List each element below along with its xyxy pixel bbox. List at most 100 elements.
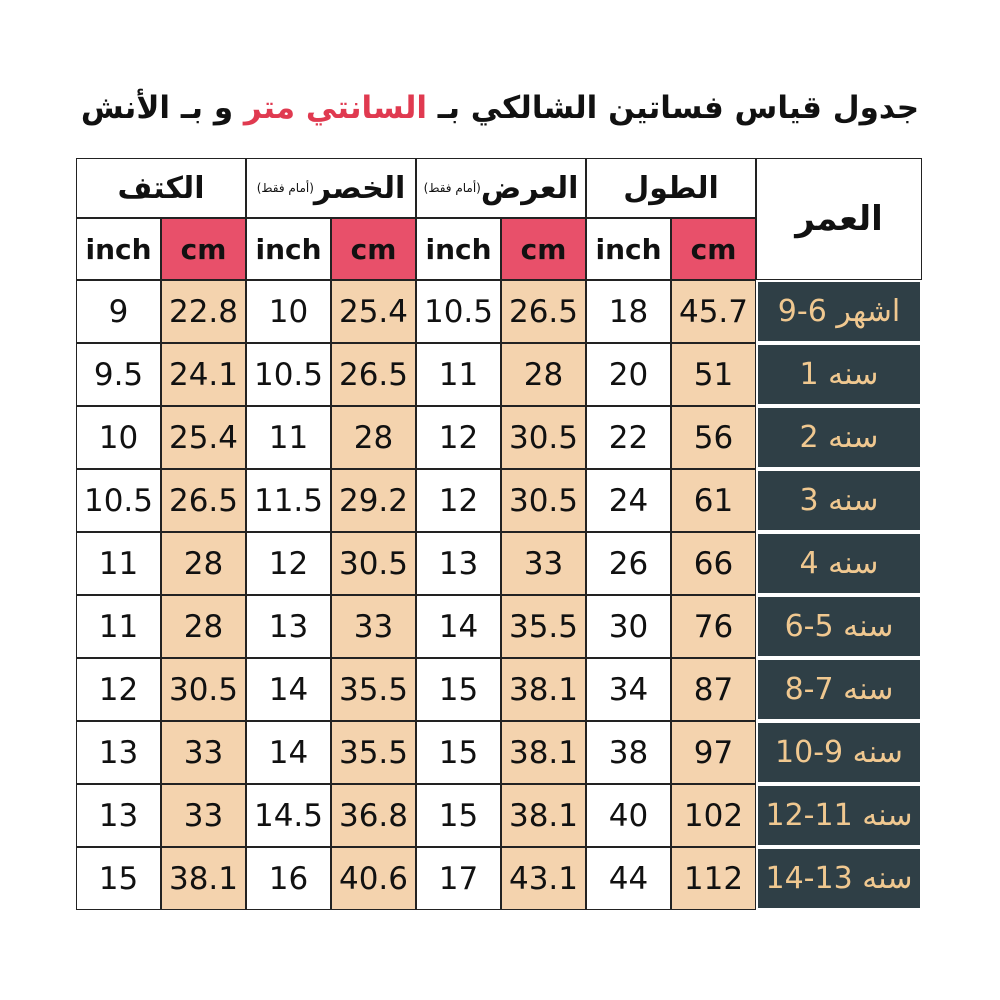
inch-value: 10 xyxy=(76,406,161,469)
inch-value: 14 xyxy=(416,595,501,658)
inch-value: 38 xyxy=(586,721,671,784)
unit-header: cm xyxy=(671,218,756,280)
unit-header: cm xyxy=(161,218,246,280)
unit-header: inch xyxy=(76,218,161,280)
cm-value: 38.1 xyxy=(501,658,586,721)
inch-value: 11 xyxy=(76,532,161,595)
age-label: 3 سنه xyxy=(756,469,922,532)
group-note: (أمام فقط) xyxy=(256,181,314,195)
inch-value: 24 xyxy=(586,469,671,532)
inch-value: 11 xyxy=(416,343,501,406)
cm-value: 87 xyxy=(671,658,756,721)
inch-value: 11 xyxy=(76,595,161,658)
age-label: 10-9 سنه xyxy=(756,721,922,784)
age-label: 12-11 سنه xyxy=(756,784,922,847)
inch-value: 15 xyxy=(416,721,501,784)
inch-value: 10.5 xyxy=(246,343,331,406)
cm-value: 28 xyxy=(331,406,416,469)
cm-value: 51 xyxy=(671,343,756,406)
cm-value: 33 xyxy=(501,532,586,595)
age-label: 8-7 سنه xyxy=(756,658,922,721)
cm-value: 22.8 xyxy=(161,280,246,343)
cm-value: 24.1 xyxy=(161,343,246,406)
cm-value: 35.5 xyxy=(331,658,416,721)
inch-value: 12 xyxy=(416,406,501,469)
unit-header: cm xyxy=(501,218,586,280)
cm-value: 33 xyxy=(331,595,416,658)
age-label: 1 سنه xyxy=(756,343,922,406)
age-label: 2 سنه xyxy=(756,406,922,469)
group-label: الخصر xyxy=(313,170,406,206)
inch-value: 15 xyxy=(416,784,501,847)
inch-value: 13 xyxy=(416,532,501,595)
cm-value: 43.1 xyxy=(501,847,586,910)
inch-value: 14 xyxy=(246,658,331,721)
cm-value: 38.1 xyxy=(501,784,586,847)
cm-value: 30.5 xyxy=(501,406,586,469)
inch-value: 11.5 xyxy=(246,469,331,532)
inch-value: 18 xyxy=(586,280,671,343)
cm-value: 45.7 xyxy=(671,280,756,343)
age-label: 9-6 اشهر xyxy=(756,280,922,343)
cm-value: 56 xyxy=(671,406,756,469)
inch-value: 16 xyxy=(246,847,331,910)
cm-value: 36.8 xyxy=(331,784,416,847)
inch-value: 20 xyxy=(586,343,671,406)
inch-value: 17 xyxy=(416,847,501,910)
cm-value: 30.5 xyxy=(161,658,246,721)
cm-value: 26.5 xyxy=(331,343,416,406)
cm-value: 28 xyxy=(161,532,246,595)
age-label: 14-13 سنه xyxy=(756,847,922,910)
cm-value: 28 xyxy=(501,343,586,406)
inch-value: 12 xyxy=(76,658,161,721)
inch-value: 13 xyxy=(246,595,331,658)
unit-header: inch xyxy=(416,218,501,280)
cm-value: 38.1 xyxy=(501,721,586,784)
cm-value: 102 xyxy=(671,784,756,847)
cm-value: 35.5 xyxy=(331,721,416,784)
group-header: الطول xyxy=(586,158,756,218)
inch-value: 30 xyxy=(586,595,671,658)
inch-value: 10.5 xyxy=(416,280,501,343)
inch-value: 22 xyxy=(586,406,671,469)
inch-value: 9 xyxy=(76,280,161,343)
age-label: 4 سنه xyxy=(756,532,922,595)
inch-value: 40 xyxy=(586,784,671,847)
inch-value: 12 xyxy=(246,532,331,595)
cm-value: 112 xyxy=(671,847,756,910)
cm-value: 25.4 xyxy=(161,406,246,469)
title-text: جدول قياس فساتين الشالكي بـ xyxy=(437,90,920,126)
title-highlight: السانتي متر xyxy=(243,90,427,126)
cm-value: 35.5 xyxy=(501,595,586,658)
unit-header: inch xyxy=(586,218,671,280)
group-note: (أمام فقط) xyxy=(423,181,481,195)
cm-value: 66 xyxy=(671,532,756,595)
inch-value: 26 xyxy=(586,532,671,595)
inch-value: 10.5 xyxy=(76,469,161,532)
inch-value: 12 xyxy=(416,469,501,532)
cm-value: 40.6 xyxy=(331,847,416,910)
cm-value: 30.5 xyxy=(501,469,586,532)
inch-value: 14.5 xyxy=(246,784,331,847)
cm-value: 26.5 xyxy=(501,280,586,343)
cm-value: 30.5 xyxy=(331,532,416,595)
unit-header: inch xyxy=(246,218,331,280)
inch-value: 13 xyxy=(76,721,161,784)
cm-value: 33 xyxy=(161,721,246,784)
cm-value: 26.5 xyxy=(161,469,246,532)
cm-value: 28 xyxy=(161,595,246,658)
group-header: العرض (أمام فقط) xyxy=(416,158,586,218)
cm-value: 97 xyxy=(671,721,756,784)
age-label: 6-5 سنه xyxy=(756,595,922,658)
group-label: الطول xyxy=(623,170,719,206)
group-label: الكتف xyxy=(117,170,205,206)
title-text: و بـ الأنش xyxy=(80,90,234,126)
inch-value: 34 xyxy=(586,658,671,721)
inch-value: 15 xyxy=(76,847,161,910)
group-header: الخصر (أمام فقط) xyxy=(246,158,416,218)
cm-value: 25.4 xyxy=(331,280,416,343)
group-header: الكتف xyxy=(76,158,246,218)
age-header: العمر xyxy=(756,158,922,280)
cm-value: 61 xyxy=(671,469,756,532)
